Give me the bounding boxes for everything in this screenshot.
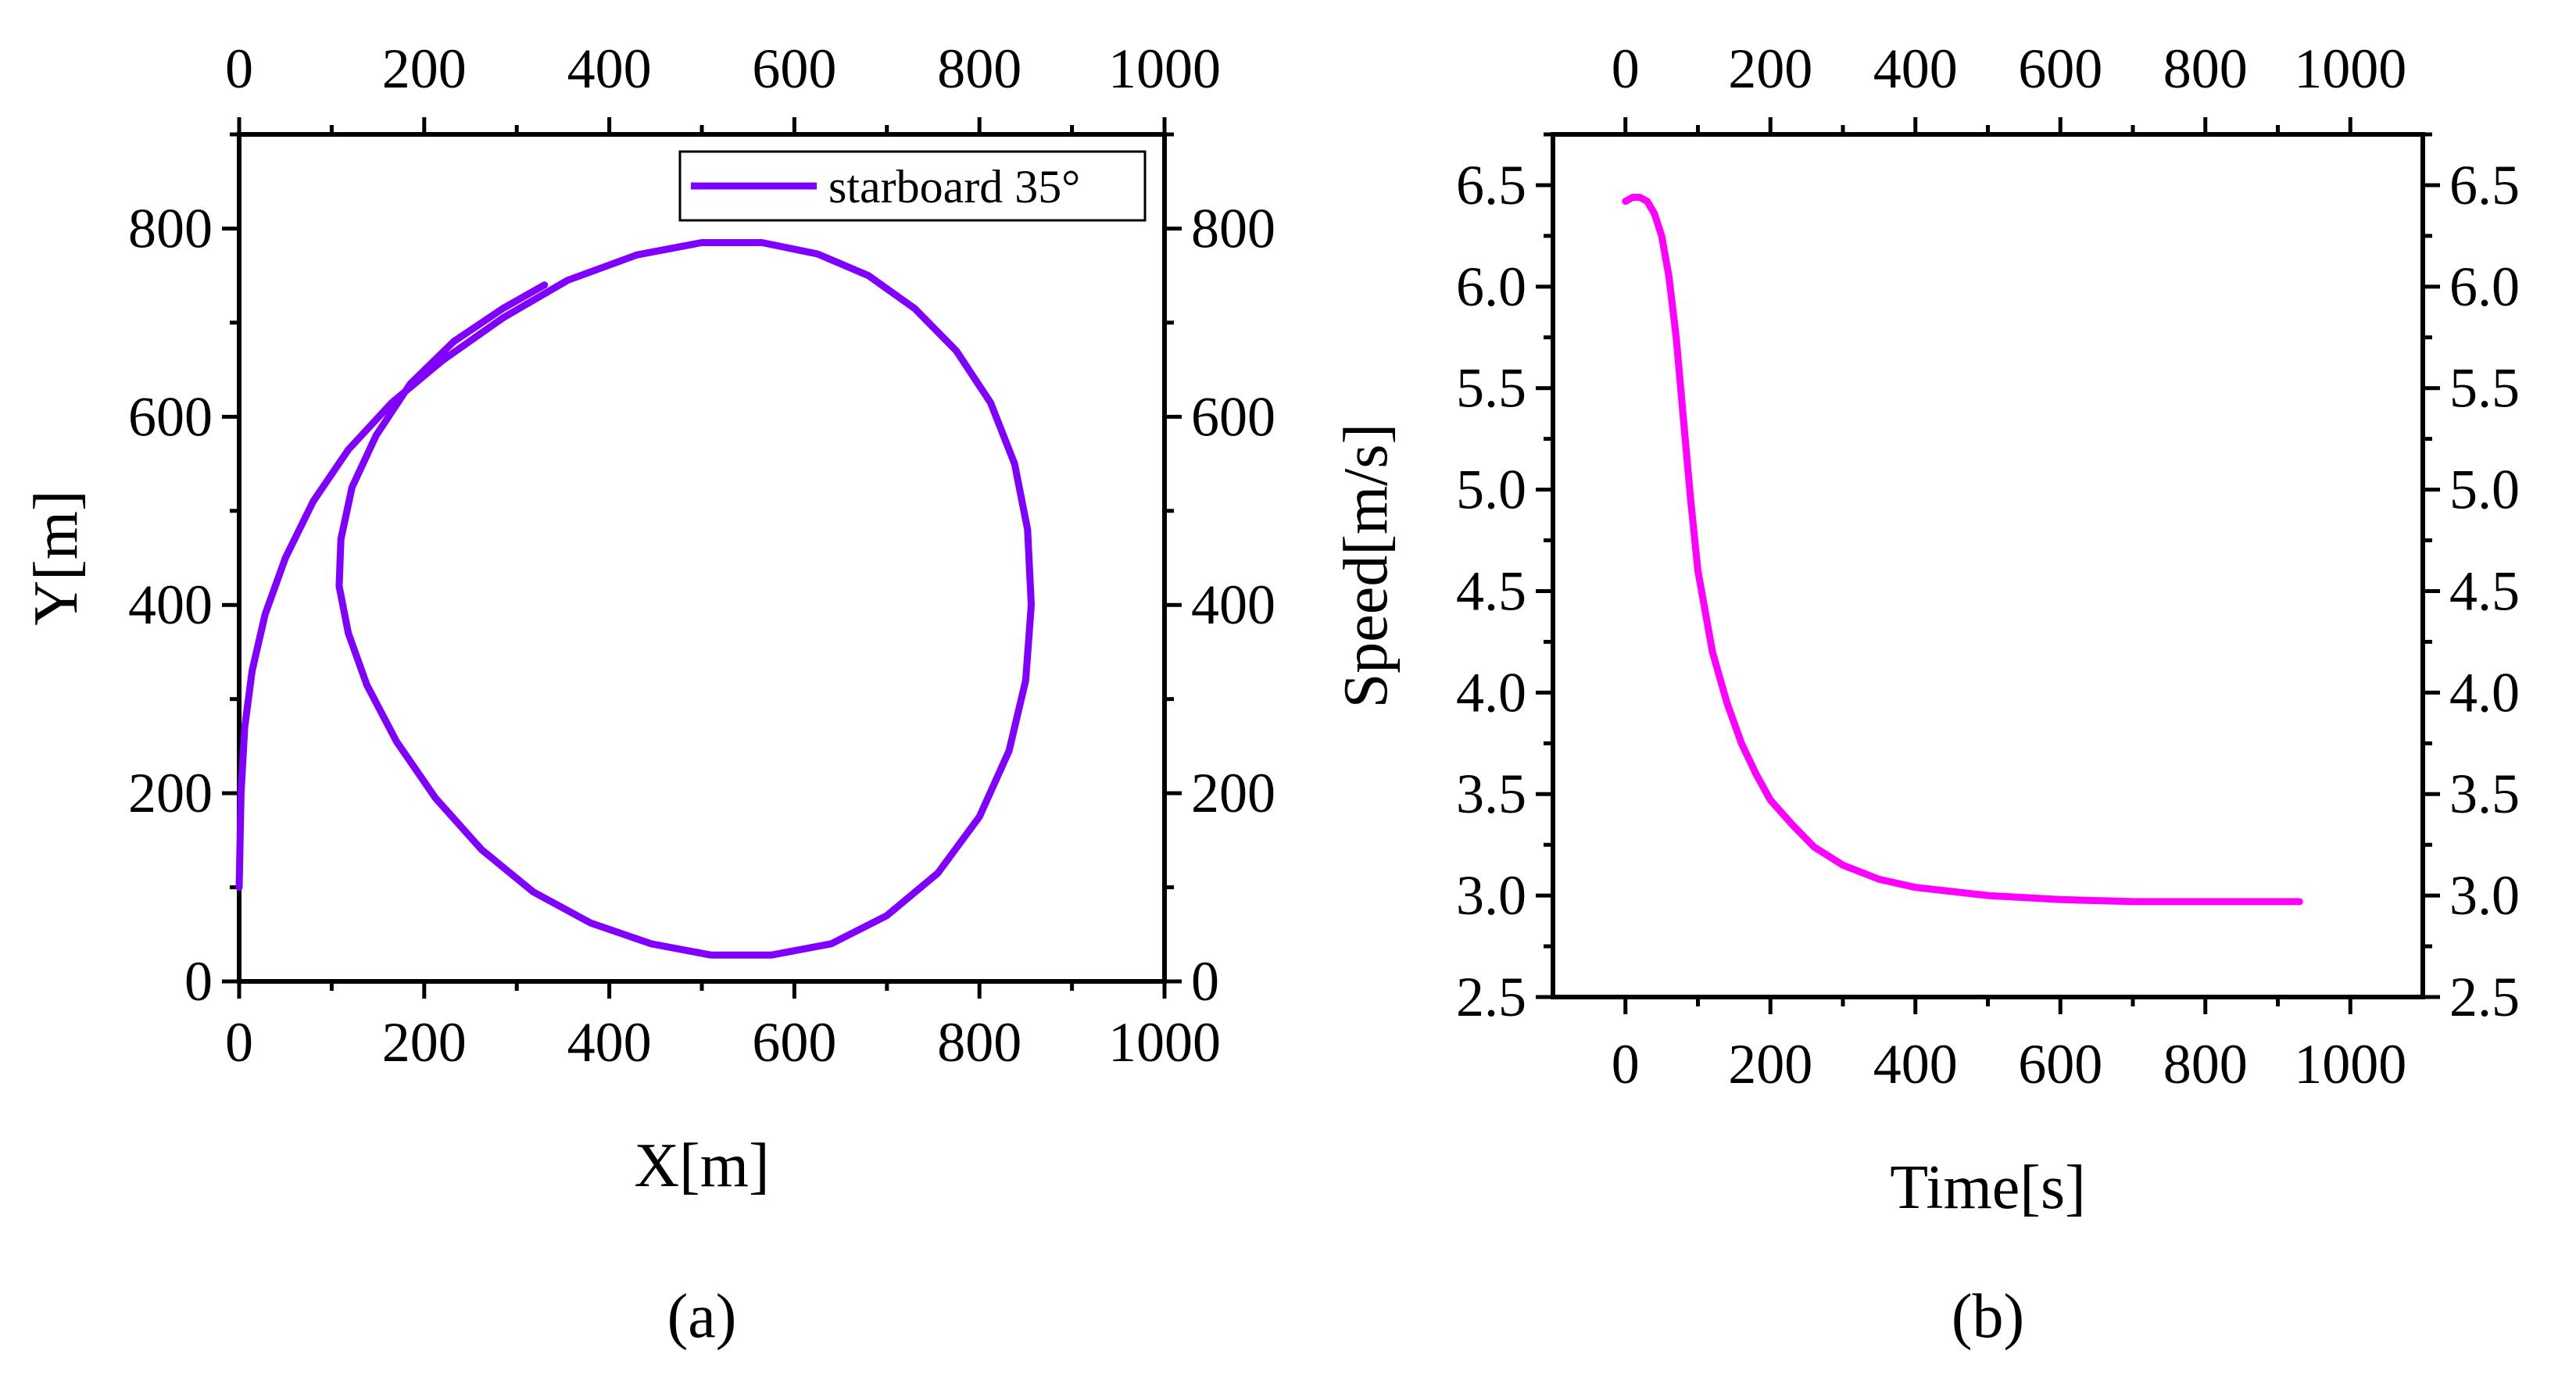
legend-label: starboard 35° xyxy=(828,161,1080,213)
x-tick-label-top: 600 xyxy=(2018,38,2102,100)
y-tick-label-left: 5.5 xyxy=(1456,357,1526,420)
x-tick-label-top: 1000 xyxy=(2294,38,2406,100)
x-tick-label-top: 200 xyxy=(1728,38,1812,100)
y-tick-label-right: 5.0 xyxy=(2449,459,2520,521)
panel-b-label: (b) xyxy=(1952,1282,2024,1351)
panel-a-label: (a) xyxy=(667,1282,737,1351)
x-tick-label-top: 1000 xyxy=(1108,38,1221,100)
y-tick-label-right: 4.5 xyxy=(2449,559,2520,622)
y-tick-label-right: 4.0 xyxy=(2449,661,2520,724)
x-tick-label-bottom: 0 xyxy=(225,1011,253,1074)
y-tick-label-right: 5.5 xyxy=(2449,357,2520,420)
y-tick-label-right: 6.0 xyxy=(2449,256,2520,318)
x-tick-label-bottom: 800 xyxy=(2163,1033,2248,1095)
y-tick-label-left: 3.0 xyxy=(1456,864,1526,927)
y-tick-label-left: 2.5 xyxy=(1456,966,1526,1028)
y-tick-label-right: 200 xyxy=(1191,762,1275,824)
x-tick-label-bottom: 200 xyxy=(1728,1033,1812,1095)
y-tick-label-left: 4.0 xyxy=(1456,661,1526,724)
speed-line xyxy=(1622,194,2303,906)
panel-b-plot-frame xyxy=(1551,132,2425,999)
x-tick-label-bottom: 0 xyxy=(1612,1033,1640,1095)
y-tick-label-left: 5.0 xyxy=(1456,459,1526,521)
x-tick-label-bottom: 600 xyxy=(2018,1033,2102,1095)
legend: starboard 35° xyxy=(678,150,1147,222)
panel-b-tick-labels: 0 0 200 200 400 400 600 600 800 800 1000 1000 2.5 2.5… xyxy=(1456,38,2520,1095)
x-tick-label-bottom: 400 xyxy=(1873,1033,1958,1095)
x-tick-label-top: 400 xyxy=(567,38,652,100)
y-tick-label-left: 600 xyxy=(128,385,213,448)
x-tick-label-top: 400 xyxy=(1873,38,1958,100)
y-tick-label-left: 200 xyxy=(128,762,213,824)
y-tick-label-left: 4.5 xyxy=(1456,559,1526,622)
x-tick-label-bottom: 1000 xyxy=(1108,1011,1221,1074)
y-tick-label-left: 3.5 xyxy=(1456,763,1526,825)
y-tick-label-left: 0 xyxy=(184,950,213,1013)
x-tick-label-bottom: 400 xyxy=(567,1011,652,1074)
x-tick-label-bottom: 1000 xyxy=(2294,1033,2406,1095)
panel-a-ticks xyxy=(222,117,1182,999)
x-tick-label-top: 800 xyxy=(2163,38,2248,100)
x-tick-label-bottom: 200 xyxy=(382,1011,467,1074)
x-tick-label-bottom: 800 xyxy=(937,1011,1021,1074)
y-tick-label-right: 400 xyxy=(1191,574,1275,636)
y-tick-label-left: 6.0 xyxy=(1456,256,1526,318)
y-tick-label-left: 400 xyxy=(128,574,213,636)
x-tick-label-bottom: 600 xyxy=(752,1011,836,1074)
panel-a-y-axis-title: Y[m] xyxy=(22,490,91,625)
y-tick-label-right: 6.5 xyxy=(2449,154,2520,216)
panel-b-x-axis-title: Time[s] xyxy=(1890,1153,2085,1222)
panel-a-x-axis-title: X[m] xyxy=(634,1131,769,1200)
x-tick-label-top: 600 xyxy=(752,38,836,100)
panel-b-y-axis-title: Speed[m/s] xyxy=(1332,424,1401,708)
y-tick-label-right: 3.0 xyxy=(2449,864,2520,927)
y-tick-label-left: 800 xyxy=(128,197,213,259)
x-tick-label-top: 200 xyxy=(382,38,467,100)
y-tick-label-right: 800 xyxy=(1191,197,1275,259)
x-tick-label-top: 0 xyxy=(1612,38,1640,100)
x-tick-label-top: 0 xyxy=(225,38,253,100)
y-tick-label-right: 600 xyxy=(1191,385,1275,448)
x-tick-label-top: 800 xyxy=(937,38,1021,100)
panel-b-speed-chart: 0 0 200 200 400 400 600 600 800 800 1000 1000 2.5 2.5… xyxy=(1332,38,2520,1351)
y-tick-label-right: 2.5 xyxy=(2449,966,2520,1028)
y-tick-label-right: 0 xyxy=(1191,950,1219,1013)
y-tick-label-left: 6.5 xyxy=(1456,154,1526,216)
panel-b-ticks xyxy=(1536,117,2440,1014)
y-tick-label-right: 3.5 xyxy=(2449,763,2520,825)
trajectory-line xyxy=(235,239,1035,959)
